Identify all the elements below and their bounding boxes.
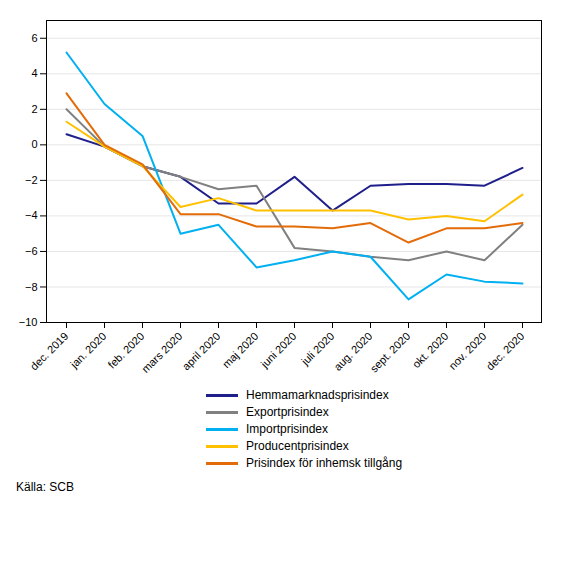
html-text:Producentprisindex: Producentprisindex [246,439,349,453]
svg-text:mars 2020: mars 2020 [139,330,184,375]
svg-text:april 2020: april 2020 [180,330,223,373]
svg-text:2: 2 [31,103,37,115]
svg-text:dec. 2019: dec. 2019 [28,330,71,373]
svg-text:6: 6 [31,32,37,44]
svg-text:−2: −2 [25,174,38,186]
svg-text:aug. 2020: aug. 2020 [331,329,375,373]
svg-text:4: 4 [31,67,37,79]
svg-text:nov. 2020: nov. 2020 [446,330,488,372]
svg-text:jan. 2020: jan. 2020 [67,330,108,371]
svg-text:0: 0 [31,138,37,150]
html-text:Källa: SCB: Källa: SCB [16,480,74,494]
svg-text:okt. 2020: okt. 2020 [410,330,450,370]
html-text:Prisindex för inhemsk tillgång: Prisindex för inhemsk tillgång [246,456,403,470]
html-text:Importprisindex: Importprisindex [246,422,328,436]
svg-text:juni 2020: juni 2020 [258,330,299,371]
svg-text:sept. 2020: sept. 2020 [368,330,413,375]
html-text:Hemmamarknadsprisindex: Hemmamarknadsprisindex [246,388,389,402]
svg-text:maj 2020: maj 2020 [220,330,260,370]
html-text:Exportprisindex: Exportprisindex [246,405,329,419]
svg-text:−10: −10 [19,316,38,328]
svg-text:feb. 2020: feb. 2020 [105,329,147,371]
svg-text:juli 2020: juli 2020 [298,330,336,368]
svg-text:−6: −6 [25,245,38,257]
svg-text:−8: −8 [25,280,38,292]
svg-text:dec. 2020: dec. 2020 [484,330,527,373]
svg-text:−4: −4 [25,209,38,221]
